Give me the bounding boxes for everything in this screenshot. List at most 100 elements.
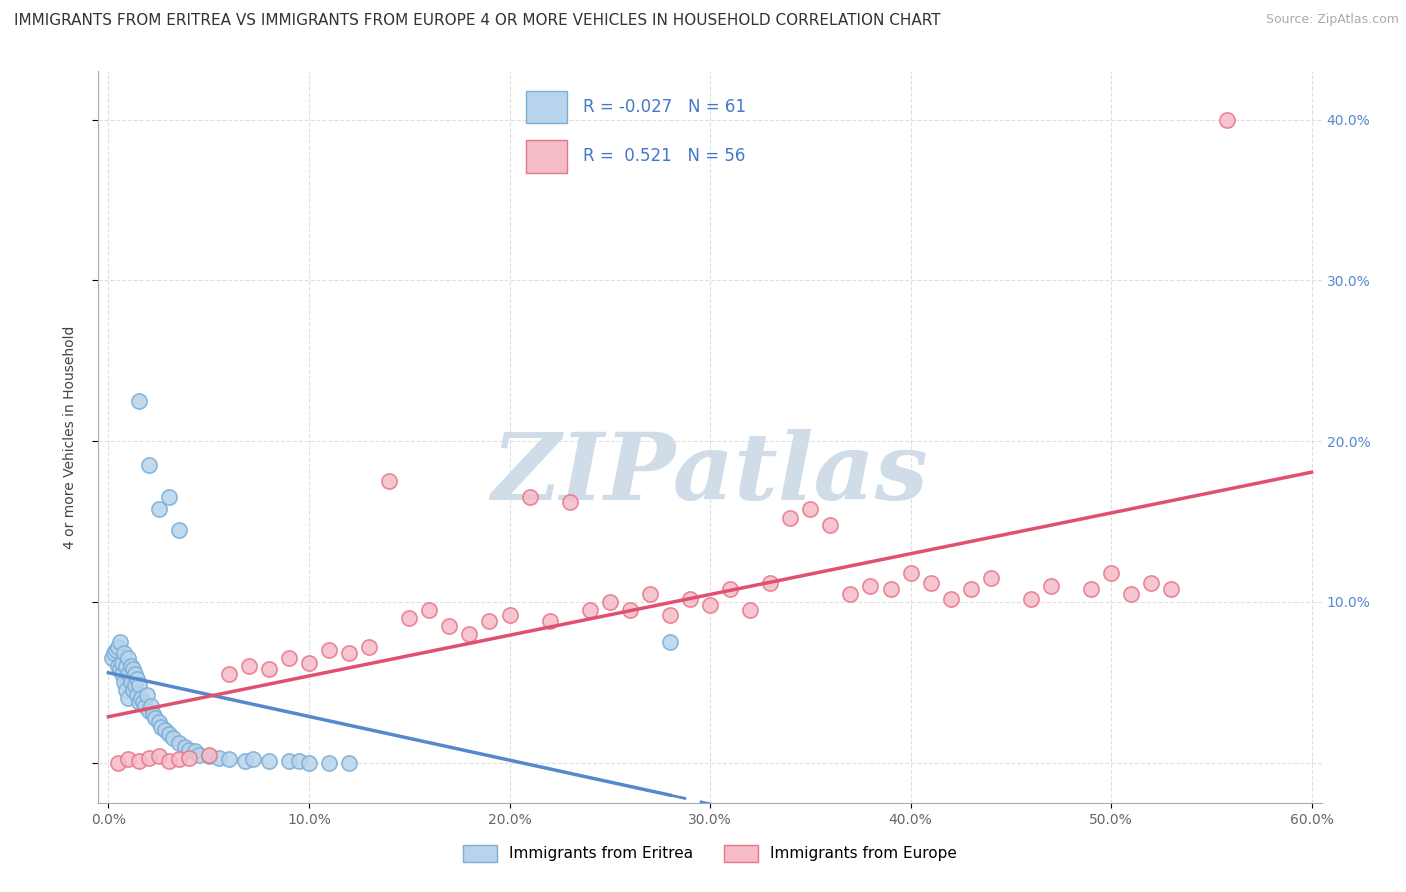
Point: [1039, 579, 1062, 593]
Point: [120, 675, 142, 690]
Point: [1080, 582, 1102, 596]
Point: [121, 683, 143, 698]
Point: [779, 511, 801, 525]
Point: [558, 495, 581, 509]
Point: [139, 699, 162, 714]
Point: [439, 619, 461, 633]
Point: [167, 736, 190, 750]
Point: [128, 754, 150, 768]
Point: [157, 754, 180, 768]
Point: [177, 751, 200, 765]
Point: [157, 727, 180, 741]
Point: [218, 667, 240, 681]
Point: [277, 651, 299, 665]
Point: [398, 611, 420, 625]
Point: [107, 640, 129, 654]
Point: [257, 662, 280, 676]
Point: [138, 751, 160, 765]
Point: [238, 659, 260, 673]
Point: [117, 651, 139, 665]
Point: [820, 517, 842, 532]
Point: [197, 749, 219, 764]
Point: [900, 566, 922, 580]
Text: Source: ZipAtlas.com: Source: ZipAtlas.com: [1265, 13, 1399, 27]
Point: [1019, 591, 1042, 606]
Point: [128, 694, 150, 708]
Point: [638, 587, 661, 601]
Point: [599, 595, 621, 609]
Point: [458, 627, 481, 641]
Point: [167, 752, 190, 766]
Point: [148, 715, 170, 730]
Point: [298, 756, 321, 770]
Point: [149, 720, 172, 734]
Legend: Immigrants from Eritrea, Immigrants from Europe: Immigrants from Eritrea, Immigrants from…: [457, 838, 963, 868]
Point: [658, 635, 681, 649]
Point: [115, 683, 138, 698]
Point: [120, 659, 142, 673]
Y-axis label: 4 or more Vehicles in Household: 4 or more Vehicles in Household: [63, 326, 77, 549]
Point: [879, 582, 901, 596]
Point: [167, 523, 190, 537]
Point: [839, 587, 862, 601]
Point: [740, 603, 762, 617]
Point: [1216, 112, 1239, 127]
Point: [197, 747, 219, 762]
Point: [1121, 587, 1143, 601]
Point: [318, 756, 340, 770]
Point: [131, 694, 153, 708]
Point: [418, 603, 440, 617]
Bar: [526, 140, 567, 173]
Point: [359, 640, 381, 654]
Point: [183, 744, 205, 758]
Point: [378, 475, 401, 489]
Point: [107, 659, 129, 673]
Point: [135, 688, 157, 702]
Point: [177, 743, 200, 757]
Point: [105, 643, 128, 657]
Point: [242, 752, 264, 766]
Point: [103, 646, 125, 660]
Point: [110, 635, 132, 649]
Point: [759, 575, 782, 590]
Point: [162, 731, 184, 746]
Point: [107, 756, 129, 770]
Point: [138, 704, 160, 718]
Point: [101, 651, 124, 665]
Point: [187, 747, 209, 762]
Point: [128, 393, 150, 408]
Text: IMMIGRANTS FROM ERITREA VS IMMIGRANTS FROM EUROPE 4 OR MORE VEHICLES IN HOUSEHOL: IMMIGRANTS FROM ERITREA VS IMMIGRANTS FR…: [14, 13, 941, 29]
Point: [138, 458, 160, 473]
Point: [277, 754, 299, 768]
Point: [337, 756, 360, 770]
Point: [980, 571, 1002, 585]
Point: [679, 591, 702, 606]
Point: [498, 607, 520, 622]
Point: [124, 667, 146, 681]
Point: [578, 603, 600, 617]
Point: [125, 672, 148, 686]
Point: [1160, 582, 1182, 596]
Point: [298, 656, 321, 670]
Point: [1140, 575, 1163, 590]
Point: [134, 699, 156, 714]
Point: [859, 579, 882, 593]
Point: [125, 688, 148, 702]
Point: [959, 582, 981, 596]
Point: [121, 662, 143, 676]
Point: [114, 675, 136, 690]
Point: [718, 582, 741, 596]
Point: [699, 598, 721, 612]
Point: [173, 739, 195, 754]
Point: [111, 667, 134, 681]
Point: [157, 491, 180, 505]
Point: [129, 691, 152, 706]
Point: [148, 749, 170, 764]
Point: [519, 491, 541, 505]
Point: [658, 607, 681, 622]
Point: [619, 603, 641, 617]
Point: [111, 656, 134, 670]
Bar: [526, 91, 567, 123]
Point: [148, 501, 170, 516]
Text: ZIPatlas: ZIPatlas: [492, 429, 928, 518]
